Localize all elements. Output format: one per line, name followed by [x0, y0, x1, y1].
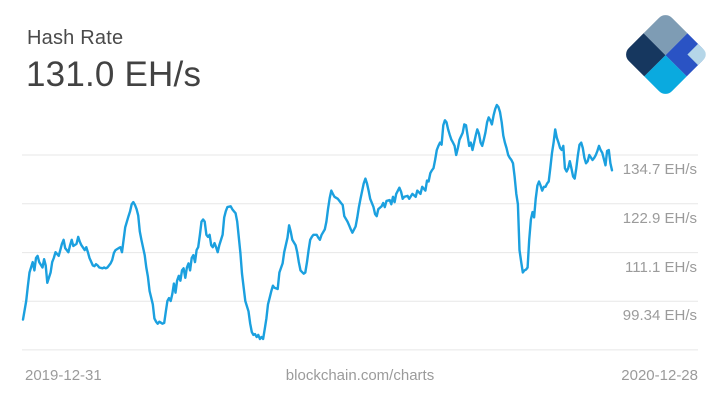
y-axis-label: 111.1 EH/s: [625, 258, 697, 276]
y-axis-label: 99.34 EH/s: [622, 307, 697, 325]
x-axis-start-date: 2019-12-31: [25, 367, 102, 384]
page-title: Hash Rate: [27, 27, 124, 49]
y-axis-label: 134.7 EH/s: [622, 161, 697, 178]
x-axis-end-date: 2020-12-28: [621, 367, 698, 384]
watermark-text: blockchain.com/charts: [285, 367, 435, 384]
y-axis-label: 122.9 EH/s: [622, 209, 697, 227]
hash-rate-line: [21, 103, 614, 341]
current-value: 131.0 EH/s: [26, 55, 202, 94]
